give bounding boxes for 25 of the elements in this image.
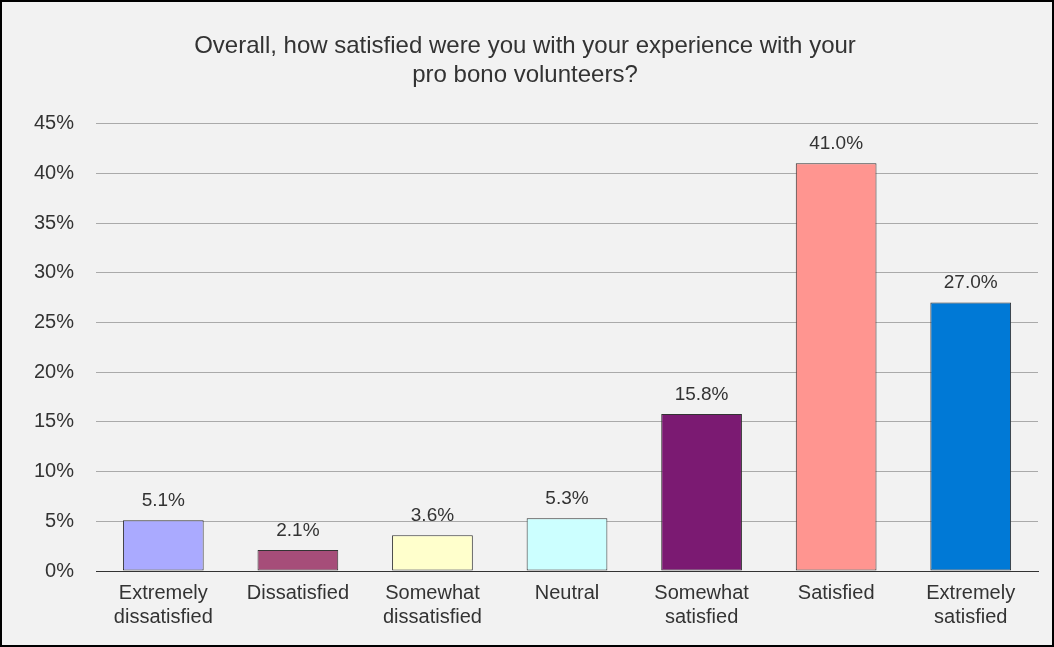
- chart-title: Overall, how satisfied were you with your experience with your pro bono volunteers?: [194, 31, 856, 87]
- data-label: 41.0%: [809, 132, 864, 154]
- y-tick-label: 0%: [45, 558, 75, 581]
- y-tick-label: 45%: [34, 111, 75, 134]
- data-label: 27.0%: [943, 271, 998, 293]
- x-tick-label: Satisfied: [797, 580, 875, 603]
- data-label: 5.3%: [545, 487, 589, 509]
- data-label: 3.6%: [410, 503, 455, 525]
- y-tick-label: 15%: [34, 409, 75, 432]
- data-label: 2.1%: [276, 518, 320, 540]
- y-tick-label: 30%: [34, 260, 75, 283]
- y-tick-label: 10%: [34, 459, 75, 482]
- y-tick-label: 25%: [34, 309, 75, 332]
- x-tick-label: Somewhat dissatisfied: [382, 580, 482, 627]
- x-tick-label: Extremely dissatisfied: [113, 580, 213, 627]
- x-tick-label: Extremely satisfied: [926, 580, 1016, 627]
- y-tick-label: 35%: [34, 210, 75, 233]
- y-tick-label: 40%: [34, 160, 75, 183]
- x-tick-label: Neutral: [534, 580, 600, 603]
- data-label: 5.1%: [141, 489, 186, 511]
- x-tick-label: Somewhat satisfied: [654, 580, 750, 627]
- y-tick-label: 20%: [34, 359, 75, 382]
- y-tick-label: 5%: [45, 508, 75, 531]
- x-tick-label: Dissatisfied: [246, 580, 350, 603]
- data-label: 15.8%: [674, 382, 729, 404]
